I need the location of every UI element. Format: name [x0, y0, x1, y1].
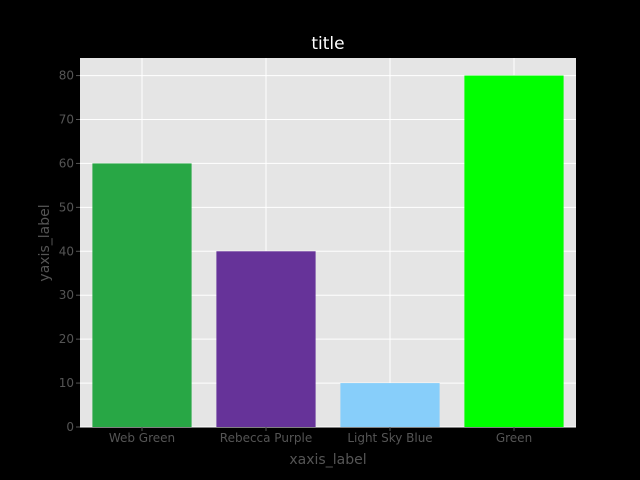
y-tick-label: 10: [59, 376, 74, 390]
y-tick-label: 70: [59, 113, 74, 127]
x-tick-label: Green: [496, 431, 532, 445]
bar: [340, 383, 440, 427]
y-tick-label: 60: [59, 156, 74, 170]
y-tick-label: 0: [66, 420, 74, 434]
x-tick-label: Light Sky Blue: [347, 431, 432, 445]
y-tick-label: 50: [59, 200, 74, 214]
x-tick-label: Web Green: [109, 431, 175, 445]
chart-title: title: [311, 34, 344, 54]
bar: [92, 163, 192, 427]
bars: [92, 75, 564, 428]
y-tick-label: 40: [59, 244, 74, 258]
y-tick-label: 80: [59, 69, 74, 83]
y-axis-label: yaxis_label: [37, 204, 53, 281]
y-tick-label: 30: [59, 288, 74, 302]
x-tick-label: Rebecca Purple: [220, 431, 312, 445]
bar: [216, 251, 316, 427]
x-axis-label: xaxis_label: [289, 452, 366, 468]
y-axis-ticks: 0 10 20 30 40 50 60 70 80: [59, 69, 80, 434]
x-axis-ticks: Web Green Rebecca Purple Light Sky Blue Gre…: [109, 427, 532, 445]
y-tick-label: 20: [59, 332, 74, 346]
bar: [464, 75, 564, 428]
